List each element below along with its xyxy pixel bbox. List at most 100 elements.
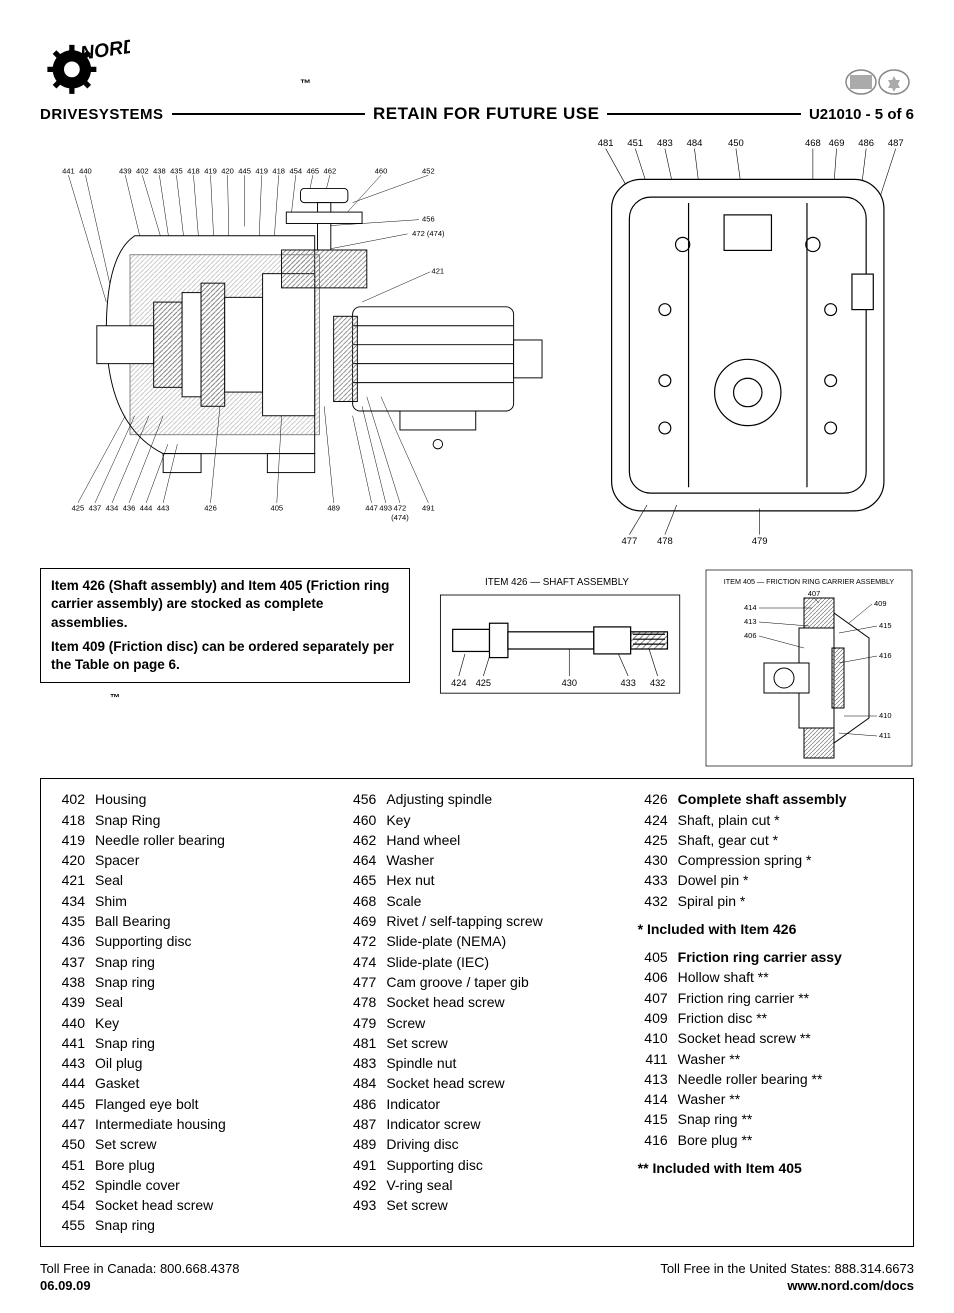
svg-text:451: 451 bbox=[628, 138, 644, 149]
part-number: 425 bbox=[638, 830, 678, 850]
svg-text:415: 415 bbox=[879, 621, 892, 630]
footer-date: 06.09.09 bbox=[40, 1278, 91, 1293]
part-desc: Bore plug ** bbox=[678, 1130, 899, 1150]
part-desc: Complete shaft assembly bbox=[678, 789, 899, 809]
part-number: 416 bbox=[638, 1130, 678, 1150]
part-desc: Hex nut bbox=[386, 870, 607, 890]
main-diagram: 441 440 439402438435 418419420445 419418… bbox=[40, 132, 570, 558]
part-number: 486 bbox=[346, 1094, 386, 1114]
part-row: 451Bore plug bbox=[55, 1155, 316, 1175]
svg-text:483: 483 bbox=[657, 138, 673, 149]
part-number: 469 bbox=[346, 911, 386, 931]
part-number: 406 bbox=[638, 967, 678, 987]
part-number: 492 bbox=[346, 1175, 386, 1195]
part-desc: Socket head screw bbox=[386, 1073, 607, 1093]
svg-text:465: 465 bbox=[306, 167, 319, 176]
parts-col-2: 456Adjusting spindle460Key462Hand wheel4… bbox=[346, 789, 607, 1236]
part-number: 424 bbox=[638, 810, 678, 830]
svg-text:426: 426 bbox=[204, 504, 217, 513]
svg-text:420: 420 bbox=[221, 167, 234, 176]
part-row: 439Seal bbox=[55, 992, 316, 1012]
part-number: 474 bbox=[346, 952, 386, 972]
title-line-left bbox=[172, 113, 365, 115]
part-desc: Cam groove / taper gib bbox=[386, 972, 607, 992]
part-row: 492V-ring seal bbox=[346, 1175, 607, 1195]
part-desc: Slide-plate (IEC) bbox=[386, 952, 607, 972]
part-row: 434Shim bbox=[55, 891, 316, 911]
part-desc: Friction ring carrier assy bbox=[678, 947, 899, 967]
part-desc: Scale bbox=[386, 891, 607, 911]
part-number: 477 bbox=[346, 972, 386, 992]
part-desc: Spindle cover bbox=[95, 1175, 316, 1195]
part-row: 478Socket head screw bbox=[346, 992, 607, 1012]
svg-text:447: 447 bbox=[365, 504, 378, 513]
part-number: 409 bbox=[638, 1008, 678, 1028]
part-row: 419Needle roller bearing bbox=[55, 830, 316, 850]
part-number: 405 bbox=[638, 947, 678, 967]
svg-text:462: 462 bbox=[324, 167, 337, 176]
shaft-title: ITEM 426 — SHAFT ASSEMBLY bbox=[485, 577, 629, 588]
title-line-right bbox=[607, 113, 800, 115]
part-desc: Needle roller bearing ** bbox=[678, 1069, 899, 1089]
footer-url: www.nord.com/docs bbox=[787, 1278, 914, 1293]
part-number: 484 bbox=[346, 1073, 386, 1093]
part-desc: Spacer bbox=[95, 850, 316, 870]
part-number: 462 bbox=[346, 830, 386, 850]
svg-text:424: 424 bbox=[451, 678, 466, 688]
part-desc: Slide-plate (NEMA) bbox=[386, 931, 607, 951]
svg-text:405: 405 bbox=[271, 504, 284, 513]
part-number: 478 bbox=[346, 992, 386, 1012]
part-number: 483 bbox=[346, 1053, 386, 1073]
svg-text:445: 445 bbox=[238, 167, 251, 176]
part-row: 425Shaft, gear cut * bbox=[638, 830, 899, 850]
part-number: 465 bbox=[346, 870, 386, 890]
logo: NORD bbox=[40, 30, 130, 100]
part-row: 454Socket head screw bbox=[55, 1195, 316, 1215]
part-number: 432 bbox=[638, 891, 678, 911]
part-number: 445 bbox=[55, 1094, 95, 1114]
svg-text:433: 433 bbox=[621, 678, 636, 688]
svg-text:468: 468 bbox=[805, 138, 821, 149]
part-number: 434 bbox=[55, 891, 95, 911]
footer-contacts: Toll Free in Canada: 800.668.4378 Toll F… bbox=[40, 1261, 914, 1276]
part-number: 439 bbox=[55, 992, 95, 1012]
svg-text:489: 489 bbox=[327, 504, 340, 513]
part-desc: Needle roller bearing bbox=[95, 830, 316, 850]
part-row: 430Compression spring * bbox=[638, 850, 899, 870]
part-desc: Socket head screw bbox=[386, 992, 607, 1012]
part-desc: Rivet / self-tapping screw bbox=[386, 911, 607, 931]
svg-text:472: 472 bbox=[394, 504, 407, 513]
part-desc: Shim bbox=[95, 891, 316, 911]
part-desc: Set screw bbox=[95, 1134, 316, 1154]
part-number: 468 bbox=[346, 891, 386, 911]
parts-col-3: 426Complete shaft assembly424Shaft, plai… bbox=[638, 789, 899, 1236]
svg-text:479: 479 bbox=[752, 536, 768, 547]
part-number: 450 bbox=[55, 1134, 95, 1154]
part-row: 455Snap ring bbox=[55, 1215, 316, 1235]
part-desc: Socket head screw ** bbox=[678, 1028, 899, 1048]
part-desc: Adjusting spindle bbox=[386, 789, 607, 809]
part-number: 443 bbox=[55, 1053, 95, 1073]
part-row: 489Driving disc bbox=[346, 1134, 607, 1154]
part-number: 410 bbox=[638, 1028, 678, 1048]
part-number: 402 bbox=[55, 789, 95, 809]
svg-text:491: 491 bbox=[422, 504, 435, 513]
part-desc: Spindle nut bbox=[386, 1053, 607, 1073]
part-number: 419 bbox=[55, 830, 95, 850]
part-number: 460 bbox=[346, 810, 386, 830]
part-desc: Seal bbox=[95, 870, 316, 890]
part-row: 441Snap ring bbox=[55, 1033, 316, 1053]
shaft-assembly-diagram: ITEM 426 — SHAFT ASSEMBLY 42442543043343… bbox=[422, 568, 692, 703]
part-number: 493 bbox=[346, 1195, 386, 1215]
part-row: 411Washer ** bbox=[638, 1049, 899, 1069]
part-desc: Driving disc bbox=[386, 1134, 607, 1154]
part-number: 438 bbox=[55, 972, 95, 992]
part-row: 474Slide-plate (IEC) bbox=[346, 952, 607, 972]
svg-text:477: 477 bbox=[622, 536, 638, 547]
part-row: 406Hollow shaft ** bbox=[638, 967, 899, 987]
svg-text:443: 443 bbox=[157, 504, 170, 513]
part-row: 465Hex nut bbox=[346, 870, 607, 890]
svg-text:439: 439 bbox=[119, 167, 132, 176]
part-desc: Friction disc ** bbox=[678, 1008, 899, 1028]
svg-text:421: 421 bbox=[432, 267, 445, 276]
